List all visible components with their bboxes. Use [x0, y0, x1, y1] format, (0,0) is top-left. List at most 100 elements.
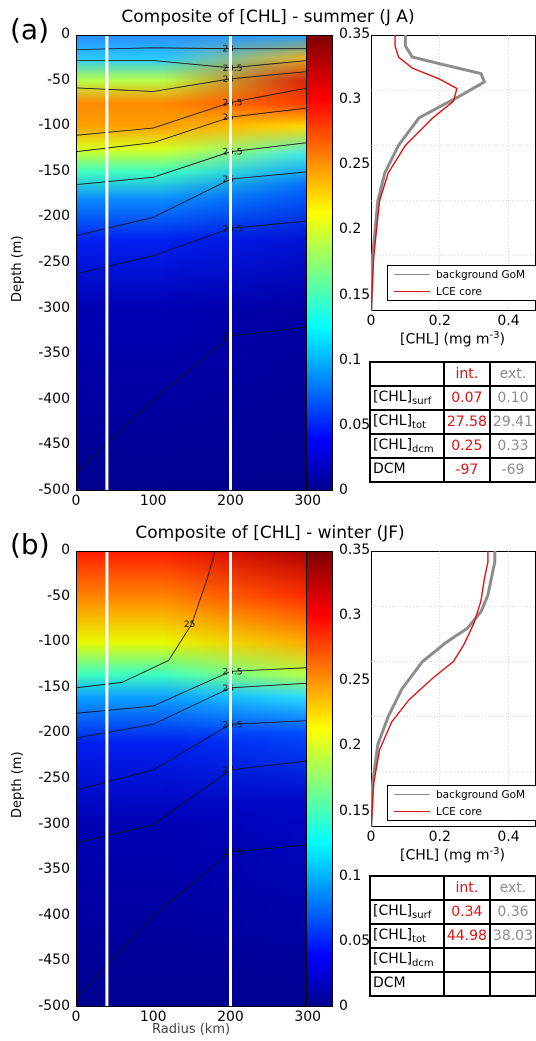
y-tick-label: -500 [38, 998, 70, 1014]
x-tick-label: 0 [71, 1009, 81, 1025]
colorbar-tick-label: 0.05 [339, 932, 371, 949]
colorbar-tick-label: 0.1 [339, 867, 362, 884]
contour-label: 25.5 [222, 667, 242, 677]
header-ext: ext. [488, 875, 536, 901]
contour-label: 24 [222, 75, 234, 85]
legend-winter: background GoM LCE core [387, 785, 536, 821]
series-line-background [371, 35, 486, 311]
x-tick-label: 300 [294, 493, 322, 509]
table-row: [CHL]dcm 0.25 0.33 [369, 433, 536, 459]
y-tick-label: -50 [47, 587, 70, 604]
profile-winter [371, 551, 536, 827]
heatmap-winter: 25 25.5 26 26.5 27 27.5 [76, 551, 327, 1007]
y-tick-label: -400 [38, 390, 70, 407]
colorbar-tick-label: 0.05 [339, 416, 371, 433]
contour-label: 24.5 [222, 98, 242, 108]
colorbar-summer [306, 35, 333, 491]
colorbar-tick-label: 0.35 [339, 542, 371, 558]
x-tick-label: 100 [139, 1009, 167, 1025]
header-int: int. [442, 361, 491, 387]
x-tick-label: 200 [217, 1009, 244, 1025]
stats-table-winter: int. ext. [CHL]surf 0.34 0.36 [CHL]tot 44.98… [369, 875, 536, 997]
y-tick-label: -450 [38, 436, 70, 453]
header-ext: ext. [488, 361, 536, 387]
profile-summer [371, 35, 536, 311]
y-tick-label: -150 [38, 678, 70, 695]
x-tick-label: 300 [294, 1009, 322, 1025]
legend-summer: background GoM LCE core [387, 265, 536, 301]
profile-x-label-summer: [CHL] (mg m-3) [400, 330, 506, 348]
series-line-core [371, 35, 458, 311]
profile-x-tick-label: 0.4 [497, 313, 520, 329]
contour-label: 26 [222, 175, 234, 185]
table-row: [CHL]surf 0.34 0.36 [369, 899, 536, 925]
y-tick-label: -250 [38, 770, 70, 786]
y-tick-label: -100 [38, 633, 70, 650]
contour-label: 26 [222, 684, 234, 694]
table-row: [CHL]tot 27.58 29.41 [369, 409, 536, 435]
table-row: [CHL]dcm [369, 947, 536, 973]
colorbar-tick-label: 0.1 [339, 351, 362, 368]
y-tick-label: -150 [38, 162, 70, 179]
contour-line [76, 551, 216, 689]
contour-label: 25 [184, 620, 195, 630]
y-tick-label: -100 [38, 117, 70, 134]
contour-label: 27 [222, 766, 233, 776]
profile-x-tick-label: 0 [366, 313, 376, 329]
y-tick-label: -400 [38, 906, 70, 923]
colorbar-tick-label: 0.3 [339, 607, 362, 624]
colorbar-tick-label: 0 [339, 482, 348, 498]
y-tick-label: -50 [47, 71, 70, 88]
legend-item-background: background GoM [388, 786, 536, 803]
colorbar-tick-label: 0.35 [339, 26, 371, 42]
stats-table-summer: int. ext. [CHL]surf 0.07 0.10 [CHL]tot 27.58… [369, 361, 536, 483]
table-row: DCM -97 -69 [369, 457, 536, 483]
contour-label: 23 [222, 45, 233, 55]
y-tick-label: -500 [38, 482, 70, 498]
series-line-core [371, 551, 489, 827]
x-axis-label-winter: Radius (km) [152, 1022, 231, 1037]
y-tick-label: -200 [38, 208, 70, 225]
legend-item-background: background GoM [388, 266, 536, 283]
heatmap-summer: 23 23.524 24.5 25 25.5 26 26.5 27 [76, 35, 327, 491]
y-tick-label: -300 [38, 815, 70, 832]
y-tick-label: 0 [61, 542, 70, 558]
table-row: [CHL]tot 44.98 38.03 [369, 923, 536, 949]
y-tick-label: -300 [38, 299, 70, 316]
x-tick-label: 200 [217, 493, 244, 509]
colorbar-tick-label: 0.2 [339, 221, 362, 238]
y-tick-label: -350 [38, 345, 70, 362]
contour-label: 27.5 [222, 848, 242, 858]
chart-title-summer: Composite of [CHL] - summer (J A) [121, 7, 415, 27]
colorbar-tick-label: 0.2 [339, 737, 362, 754]
y-tick-label: -250 [38, 254, 70, 270]
contour-label: 26.5 [222, 224, 242, 234]
profile-x-tick-label: 0 [366, 829, 376, 845]
chart-title-winter: Composite of [CHL] - winter (JF) [135, 523, 405, 543]
header-int: int. [442, 875, 491, 901]
colorbar-tick-label: 0.25 [339, 156, 371, 173]
contour-label: 25.5 [222, 148, 242, 158]
table-row: [CHL]surf 0.07 0.10 [369, 385, 536, 411]
colorbar-tick-label: 0.15 [339, 802, 371, 819]
x-tick-label: 100 [139, 493, 167, 509]
x-tick-label: 0 [71, 493, 81, 509]
colorbar-winter [306, 551, 333, 1007]
profile-x-tick-label: 0.2 [428, 829, 451, 845]
y-tick-label: -350 [38, 861, 70, 878]
contour-label: 26.5 [222, 720, 242, 730]
profile-x-tick-label: 0.2 [428, 313, 451, 329]
contour-label: 27 [222, 332, 233, 342]
panel-letter-a: (a) [10, 13, 50, 46]
contour-label: 23.5 [222, 64, 242, 74]
panel-letter-b: (b) [10, 528, 50, 561]
y-tick-label: -450 [38, 952, 70, 969]
y-tick-label: 0 [61, 26, 70, 42]
legend-item-core: LCE core [388, 283, 536, 300]
colorbar-tick-label: 0.3 [339, 91, 362, 108]
profile-x-label-winter: [CHL] (mg m-3) [400, 846, 506, 864]
profile-x-tick-label: 0.4 [497, 829, 520, 845]
colorbar-tick-label: 0 [339, 998, 348, 1014]
y-tick-label: -200 [38, 724, 70, 741]
colorbar-tick-label: 0.15 [339, 286, 371, 303]
